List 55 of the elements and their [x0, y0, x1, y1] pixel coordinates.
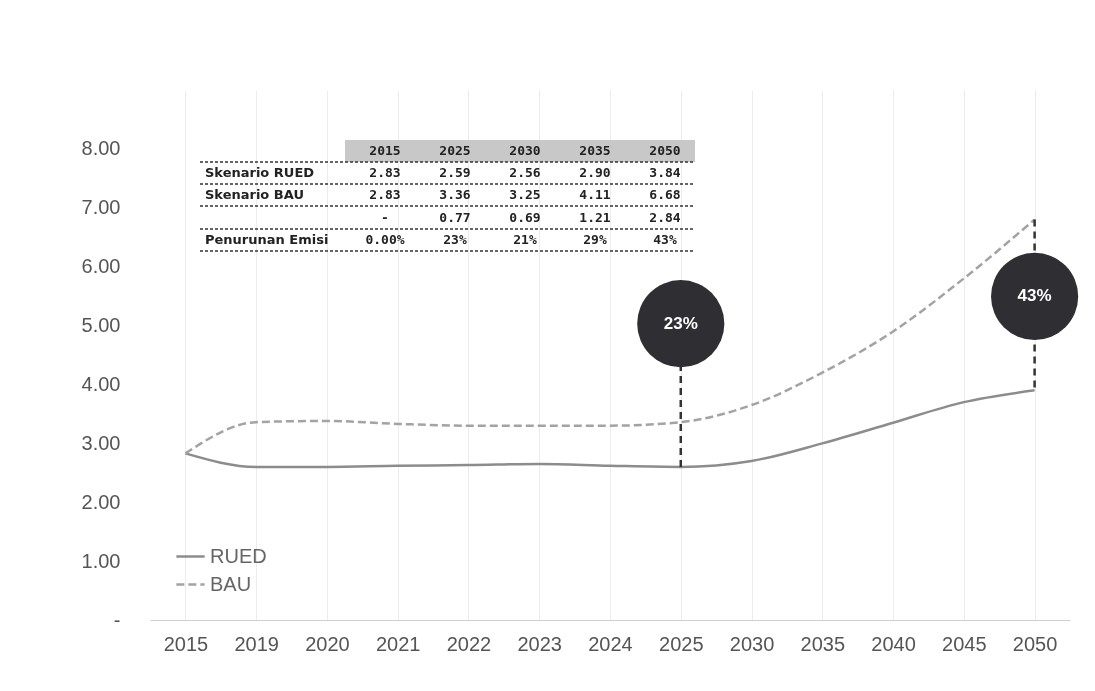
annotation: 0.00%: [365, 232, 405, 247]
annotation: 2.90: [579, 165, 611, 180]
annotation: 1.21: [579, 210, 611, 225]
annotation: 0.77: [439, 210, 471, 225]
y-tick-label: 1.00: [81, 549, 121, 572]
legend-label: BAU: [210, 572, 252, 595]
legend-label: RUED: [210, 544, 267, 567]
annotation: 4.11: [579, 187, 611, 202]
annotation: 2015: [369, 143, 401, 158]
line-series: [184, 389, 1036, 469]
annotation: 43%: [1017, 286, 1052, 306]
annotation: 2.83: [369, 187, 401, 202]
x-tick-label: 2040: [871, 632, 916, 655]
x-tick-label: 2050: [1012, 632, 1058, 655]
annotation: 2030: [509, 143, 541, 158]
annotation: Skenario RUED: [205, 165, 315, 180]
annotation: 23%: [443, 232, 467, 247]
annotation: 2025: [439, 143, 471, 158]
annotation: 0.69: [509, 210, 541, 225]
x-tick-label: 2019: [234, 632, 279, 655]
annotation: 2.83: [369, 165, 401, 180]
annotation: 2035: [579, 143, 611, 158]
y-tick-label: 7.00: [81, 196, 121, 219]
x-tick-label: 2015: [163, 632, 209, 655]
y-tick-label: -: [113, 608, 121, 631]
x-tick-label: 2045: [942, 632, 987, 655]
y-tick-label: 5.00: [81, 314, 121, 337]
annotation: 3.25: [509, 187, 541, 202]
annotation: Skenario BAU: [205, 187, 304, 202]
annotation: 2.56: [509, 165, 541, 180]
annotation: 21%: [513, 232, 537, 247]
x-tick-label: 2021: [375, 632, 421, 655]
annotation: 29%: [583, 232, 607, 247]
annotation: Penurunan Emisi: [205, 232, 329, 247]
annotation: 6.68: [649, 187, 681, 202]
y-tick-label: 2.00: [81, 490, 121, 513]
x-tick-label: 2020: [305, 632, 350, 655]
y-tick-label: 4.00: [81, 372, 121, 395]
annotation: 43%: [653, 232, 677, 247]
y-tick-label: 8.00: [81, 137, 121, 160]
x-tick-label: 2030: [729, 632, 775, 655]
x-tick-label: 2025: [659, 632, 704, 655]
annotation: 2.59: [439, 165, 471, 180]
x-tick-label: 2023: [517, 632, 562, 655]
x-tick-label: 2022: [446, 632, 492, 655]
y-tick-label: 3.00: [81, 431, 121, 454]
annotation: 2050: [649, 143, 681, 158]
annotation: 2.84: [649, 210, 681, 225]
annotation: 23%: [663, 313, 698, 333]
x-tick-label: 2024: [588, 632, 633, 655]
annotation: -: [381, 210, 389, 225]
y-tick-label: 6.00: [81, 255, 121, 278]
annotation: 3.36: [439, 187, 471, 202]
annotation: 3.84: [649, 165, 681, 180]
x-tick-label: 2035: [800, 632, 846, 655]
